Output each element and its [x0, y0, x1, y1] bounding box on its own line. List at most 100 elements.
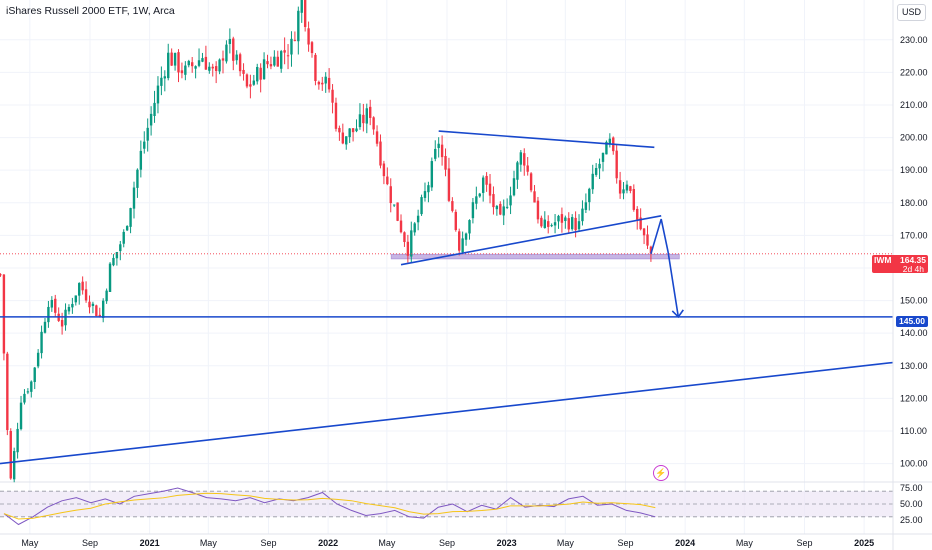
price-tick-label: 120.00: [900, 393, 928, 403]
candle: [91, 301, 95, 314]
candle: [509, 186, 512, 215]
time-tick-label: Sep: [82, 538, 98, 548]
price-tick-label: 140.00: [900, 328, 928, 338]
time-tick-label: May: [557, 538, 575, 548]
candle: [290, 31, 293, 67]
candle: [129, 207, 132, 234]
candle: [36, 349, 40, 369]
candle: [516, 160, 519, 189]
price-tick-label: 170.00: [900, 230, 928, 240]
candle: [40, 325, 43, 359]
candle: [386, 167, 389, 186]
candle: [481, 175, 485, 202]
candle: [167, 43, 170, 81]
candle: [358, 103, 362, 130]
candle: [177, 49, 180, 83]
candle: [9, 428, 12, 480]
candle: [475, 186, 478, 210]
candle: [149, 106, 153, 136]
candle: [567, 212, 570, 233]
candle: [389, 178, 392, 213]
candle: [238, 52, 242, 77]
time-tick-label: 2023: [497, 538, 517, 548]
candles: [0, 0, 653, 483]
support-zone: [390, 253, 680, 260]
candle: [221, 50, 225, 74]
projection-arrowhead: [671, 309, 684, 319]
candle: [321, 76, 324, 91]
candle: [60, 312, 64, 335]
candle: [327, 68, 331, 93]
candle: [338, 125, 341, 141]
price-tick-label: 190.00: [900, 165, 928, 175]
candle: [146, 118, 149, 152]
time-tick-label: May: [200, 538, 218, 548]
price-axis: 230.00 220.00 210.00 200.00 190.00 180.00 170.…: [892, 0, 928, 550]
candle: [519, 149, 523, 172]
candle: [427, 181, 430, 203]
candle: [173, 52, 177, 71]
candle: [143, 131, 146, 154]
rsi-tick-label: 75.00: [900, 483, 923, 493]
candle: [33, 366, 36, 390]
candle: [594, 163, 598, 177]
candle: [300, 0, 303, 23]
candle: [180, 62, 184, 79]
candle: [218, 58, 221, 75]
candle: [461, 231, 464, 255]
time-tick-label: Sep: [260, 538, 276, 548]
candle: [642, 227, 646, 245]
candle: [392, 204, 396, 208]
time-axis: May Sep 2021 May Sep 2022 May Sep 2023 May Sep 2024…: [0, 533, 932, 548]
candle: [533, 185, 536, 203]
candle: [492, 186, 495, 215]
candle: [454, 209, 457, 232]
currency-button[interactable]: USD: [897, 4, 926, 21]
candle: [132, 181, 136, 219]
candle: [125, 225, 129, 232]
candle: [430, 157, 434, 191]
candle: [471, 197, 475, 224]
candle: [536, 196, 540, 224]
time-tick-label: 2025: [854, 538, 874, 548]
price-tick-label: 210.00: [900, 100, 928, 110]
candle: [12, 447, 16, 483]
candle: [280, 49, 283, 73]
candle: [646, 225, 649, 250]
candle: [26, 388, 30, 395]
countdown-label: 2d 4h: [902, 264, 924, 274]
candle: [557, 214, 560, 229]
candle: [406, 234, 410, 263]
price-tick-label: 150.00: [900, 296, 928, 306]
candle: [382, 160, 386, 185]
candle: [242, 63, 245, 81]
support-level-badge: 145.00: [896, 316, 928, 327]
candle: [105, 288, 108, 304]
candle: [403, 231, 406, 247]
candle: [184, 61, 187, 81]
candle: [345, 136, 348, 150]
candle: [163, 70, 167, 92]
price-tick-label: 100.00: [900, 459, 928, 469]
candle: [543, 211, 546, 229]
price-tick-label: 230.00: [900, 35, 928, 45]
candle: [156, 76, 160, 114]
candle: [314, 52, 317, 86]
candle: [584, 193, 588, 214]
lightning-icon[interactable]: ⚡: [653, 465, 669, 481]
candle: [458, 228, 461, 256]
candle: [447, 157, 451, 203]
candle: [276, 50, 279, 67]
candle: [307, 21, 310, 52]
candle: [331, 84, 334, 114]
time-tick-label: Sep: [796, 538, 812, 548]
candle: [112, 254, 115, 267]
candle: [81, 276, 84, 295]
candle: [598, 158, 601, 180]
candle: [57, 307, 60, 323]
candle: [269, 56, 273, 70]
candle: [410, 221, 413, 264]
candle: [365, 103, 368, 134]
candle: [625, 180, 629, 194]
